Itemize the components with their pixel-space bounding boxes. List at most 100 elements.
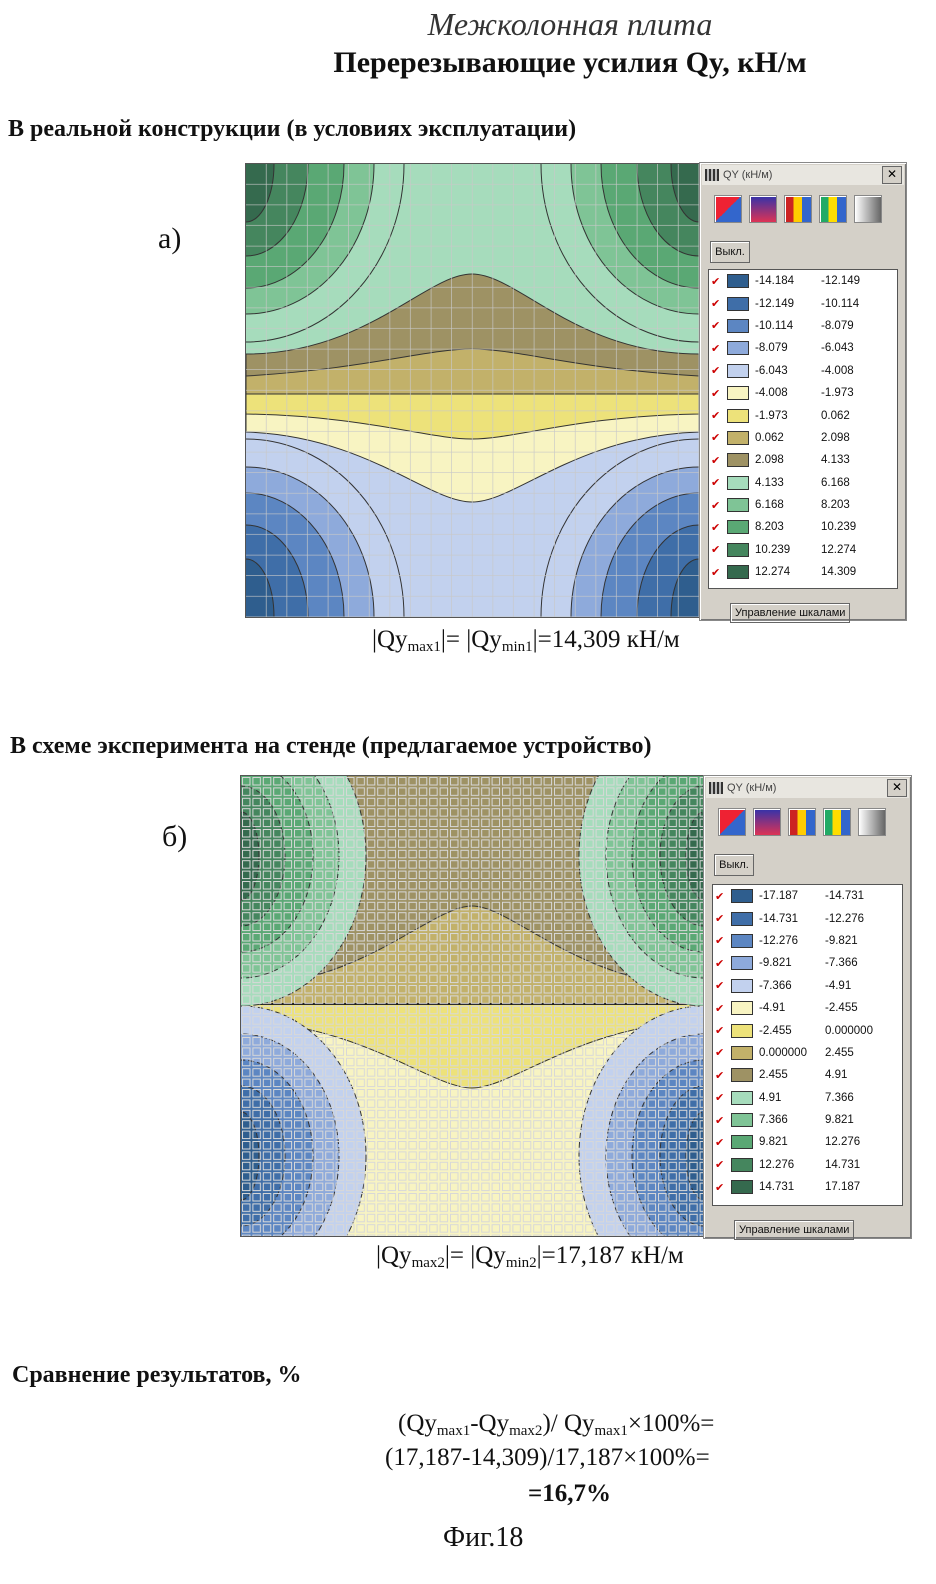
legend-row[interactable]: ✔ 14.73117.187	[713, 1176, 902, 1198]
legend-row[interactable]: ✔0.0622.098	[709, 427, 897, 449]
checkbox-icon[interactable]: ✔	[715, 1091, 727, 1104]
gradient-red-blue-icon[interactable]	[714, 195, 742, 223]
checkbox-icon[interactable]: ✔	[711, 476, 723, 489]
range-to: 17.187	[825, 1181, 885, 1193]
legend-row[interactable]: ✔2.0984.133	[709, 449, 897, 471]
range-to: -9.821	[825, 935, 885, 947]
color-swatch	[731, 1113, 753, 1127]
legend-row[interactable]: ✔-14.731-12.276	[713, 907, 902, 929]
legend-row[interactable]: ✔-6.043-4.008	[709, 360, 897, 382]
checkbox-icon[interactable]: ✔	[715, 1114, 727, 1127]
legend-row[interactable]: ✔4.1336.168	[709, 472, 897, 494]
checkbox-icon[interactable]: ✔	[715, 912, 727, 925]
color-swatch	[731, 1135, 753, 1149]
legend-row[interactable]: ✔-17.187-14.731	[713, 885, 902, 907]
gradient-blue-red-icon[interactable]	[753, 808, 781, 836]
checkbox-icon[interactable]: ✔	[711, 297, 723, 310]
checkbox-icon[interactable]: ✔	[711, 364, 723, 377]
close-button[interactable]: ✕	[887, 779, 907, 797]
checkbox-icon[interactable]: ✔	[715, 890, 727, 903]
color-swatch	[727, 364, 749, 378]
gradient-red-blue-icon[interactable]	[718, 808, 746, 836]
checkbox-icon[interactable]: ✔	[715, 1181, 727, 1194]
legend-row[interactable]: ✔-4.008-1.973	[709, 382, 897, 404]
checkbox-icon[interactable]: ✔	[711, 454, 723, 467]
legend-row[interactable]: ✔-14.184-12.149	[709, 270, 897, 292]
off-button[interactable]: Выкл.	[710, 241, 750, 263]
checkbox-icon[interactable]: ✔	[711, 319, 723, 332]
close-button[interactable]: ✕	[882, 166, 902, 184]
stripes-green-yellow-icon[interactable]	[819, 195, 847, 223]
checkbox-icon[interactable]: ✔	[711, 543, 723, 556]
color-swatch	[731, 1068, 753, 1082]
checkbox-icon[interactable]: ✔	[711, 431, 723, 444]
checkbox-icon[interactable]: ✔	[711, 499, 723, 512]
checkbox-icon[interactable]: ✔	[715, 1046, 727, 1059]
legend-row[interactable]: ✔6.1688.203	[709, 494, 897, 516]
page-title: Перерезывающие усилия Qy, кН/м	[0, 46, 936, 80]
off-button[interactable]: Выкл.	[714, 854, 754, 876]
legend-row[interactable]: ✔9.82112.276	[713, 1131, 902, 1153]
legend-row[interactable]: ✔4.917.366	[713, 1087, 902, 1109]
legend-row[interactable]: ✔12.27614.731	[713, 1154, 902, 1176]
checkbox-icon[interactable]: ✔	[715, 1069, 727, 1082]
legend-titlebar[interactable]: QY (кН/м) ✕	[706, 778, 909, 798]
legend-row[interactable]: ✔-1.9730.062	[709, 404, 897, 426]
range-from: -4.008	[755, 387, 821, 399]
color-swatch	[731, 979, 753, 993]
legend-row[interactable]: ✔7.3669.821	[713, 1109, 902, 1131]
range-from: -17.187	[759, 890, 825, 902]
legend-row[interactable]: ✔2.4554.91	[713, 1064, 902, 1086]
contour-plot-a	[245, 163, 700, 618]
legend-row[interactable]: ✔10.23912.274	[709, 539, 897, 561]
grayscale-icon[interactable]	[858, 808, 886, 836]
legend-row[interactable]: ✔-4.91-2.455	[713, 997, 902, 1019]
panel-a-letter: а)	[158, 222, 181, 256]
legend-row[interactable]: ✔8.20310.239	[709, 516, 897, 538]
checkbox-icon[interactable]: ✔	[715, 1158, 727, 1171]
legend-row[interactable]: ✔0.0000002.455	[713, 1042, 902, 1064]
stripes-red-yellow-icon[interactable]	[784, 195, 812, 223]
gradient-blue-red-icon[interactable]	[749, 195, 777, 223]
checkbox-icon[interactable]: ✔	[715, 957, 727, 970]
range-from: 2.098	[755, 454, 821, 466]
legend-row[interactable]: ✔-2.4550.000000	[713, 1019, 902, 1041]
scale-control-button[interactable]: Управление шкалами	[730, 603, 850, 623]
legend-row[interactable]: ✔-8.079-6.043	[709, 337, 897, 359]
stripes-red-yellow-icon[interactable]	[788, 808, 816, 836]
range-from: -12.276	[759, 935, 825, 947]
range-from: -7.366	[759, 980, 825, 992]
legend-row[interactable]: ✔ -12.276-9.821	[713, 930, 902, 952]
legend-list: ✔-17.187-14.731✔-14.731-12.276✔-12.276-9…	[712, 884, 903, 1206]
range-from: -2.455	[759, 1025, 825, 1037]
checkbox-icon[interactable]: ✔	[711, 521, 723, 534]
checkbox-icon[interactable]: ✔	[711, 275, 723, 288]
range-from: -14.731	[759, 913, 825, 925]
legend-window-title: QY (кН/м)	[727, 782, 776, 794]
scale-control-button[interactable]: Управление шкалами	[734, 1220, 854, 1240]
checkbox-icon[interactable]: ✔	[715, 934, 727, 947]
checkbox-icon[interactable]: ✔	[711, 566, 723, 579]
grayscale-icon[interactable]	[854, 195, 882, 223]
legend-row[interactable]: ✔-9.821-7.366	[713, 952, 902, 974]
checkbox-icon[interactable]: ✔	[715, 1024, 727, 1037]
checkbox-icon[interactable]: ✔	[715, 1002, 727, 1015]
range-to: -7.366	[825, 957, 885, 969]
color-swatch	[731, 889, 753, 903]
page-subtitle: Межколонная плита	[0, 6, 936, 43]
checkbox-icon[interactable]: ✔	[711, 409, 723, 422]
color-swatch	[727, 565, 749, 579]
checkbox-icon[interactable]: ✔	[711, 342, 723, 355]
range-to: 4.91	[825, 1069, 885, 1081]
legend-titlebar[interactable]: QY (кН/м) ✕	[702, 165, 904, 185]
checkbox-icon[interactable]: ✔	[711, 387, 723, 400]
checkbox-icon[interactable]: ✔	[715, 979, 727, 992]
legend-row[interactable]: ✔-12.149-10.114	[709, 292, 897, 314]
color-swatch	[731, 934, 753, 948]
range-from: 14.731	[759, 1181, 825, 1193]
legend-row[interactable]: ✔12.27414.309	[709, 561, 897, 583]
checkbox-icon[interactable]: ✔	[715, 1136, 727, 1149]
legend-row[interactable]: ✔-7.366-4.91	[713, 975, 902, 997]
stripes-green-yellow-icon[interactable]	[823, 808, 851, 836]
legend-row[interactable]: ✔-10.114-8.079	[709, 315, 897, 337]
